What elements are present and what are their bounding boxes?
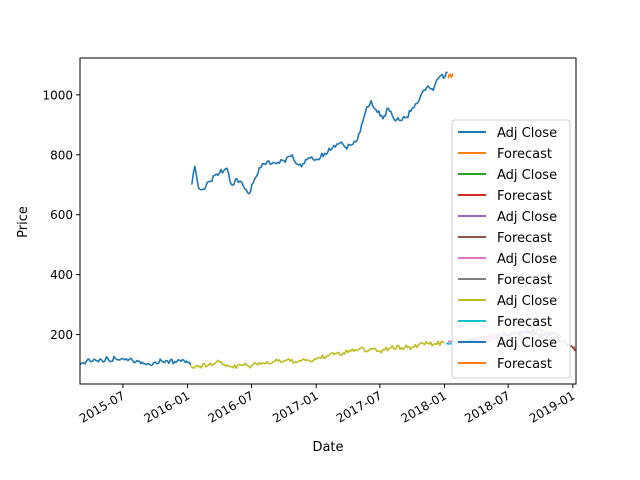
legend-label: Adj Close	[497, 336, 557, 351]
legend-label: Adj Close	[497, 168, 557, 183]
legend-label: Adj Close	[497, 252, 557, 267]
y-tick-label: 200	[50, 328, 73, 342]
series-line-11	[79, 355, 192, 367]
series-line-9	[190, 340, 445, 370]
legend-label: Adj Close	[497, 210, 557, 225]
y-tick-label: 400	[50, 268, 73, 282]
legend-box	[451, 119, 571, 379]
legend-label: Forecast	[497, 315, 552, 330]
y-tick-label: 800	[50, 148, 73, 162]
series-line-6	[569, 344, 576, 351]
y-axis-label: Price	[16, 206, 31, 238]
series-line-2	[447, 73, 454, 79]
y-tick-label: 600	[50, 208, 73, 222]
legend-label: Forecast	[497, 231, 552, 246]
legend-label: Forecast	[497, 147, 552, 162]
legend-label: Adj Close	[497, 126, 557, 141]
legend-label: Forecast	[497, 189, 552, 204]
legend-label: Forecast	[497, 357, 552, 372]
y-tick-label: 1000	[42, 88, 73, 102]
x-axis-label: Date	[312, 440, 343, 455]
legend-label: Forecast	[497, 273, 552, 288]
legend-label: Adj Close	[497, 294, 557, 309]
series-line-1	[191, 71, 448, 195]
plot-frame	[79, 57, 577, 385]
legend: Adj Close Forecast Adj Close Forecast Adj Cl…	[451, 119, 571, 379]
